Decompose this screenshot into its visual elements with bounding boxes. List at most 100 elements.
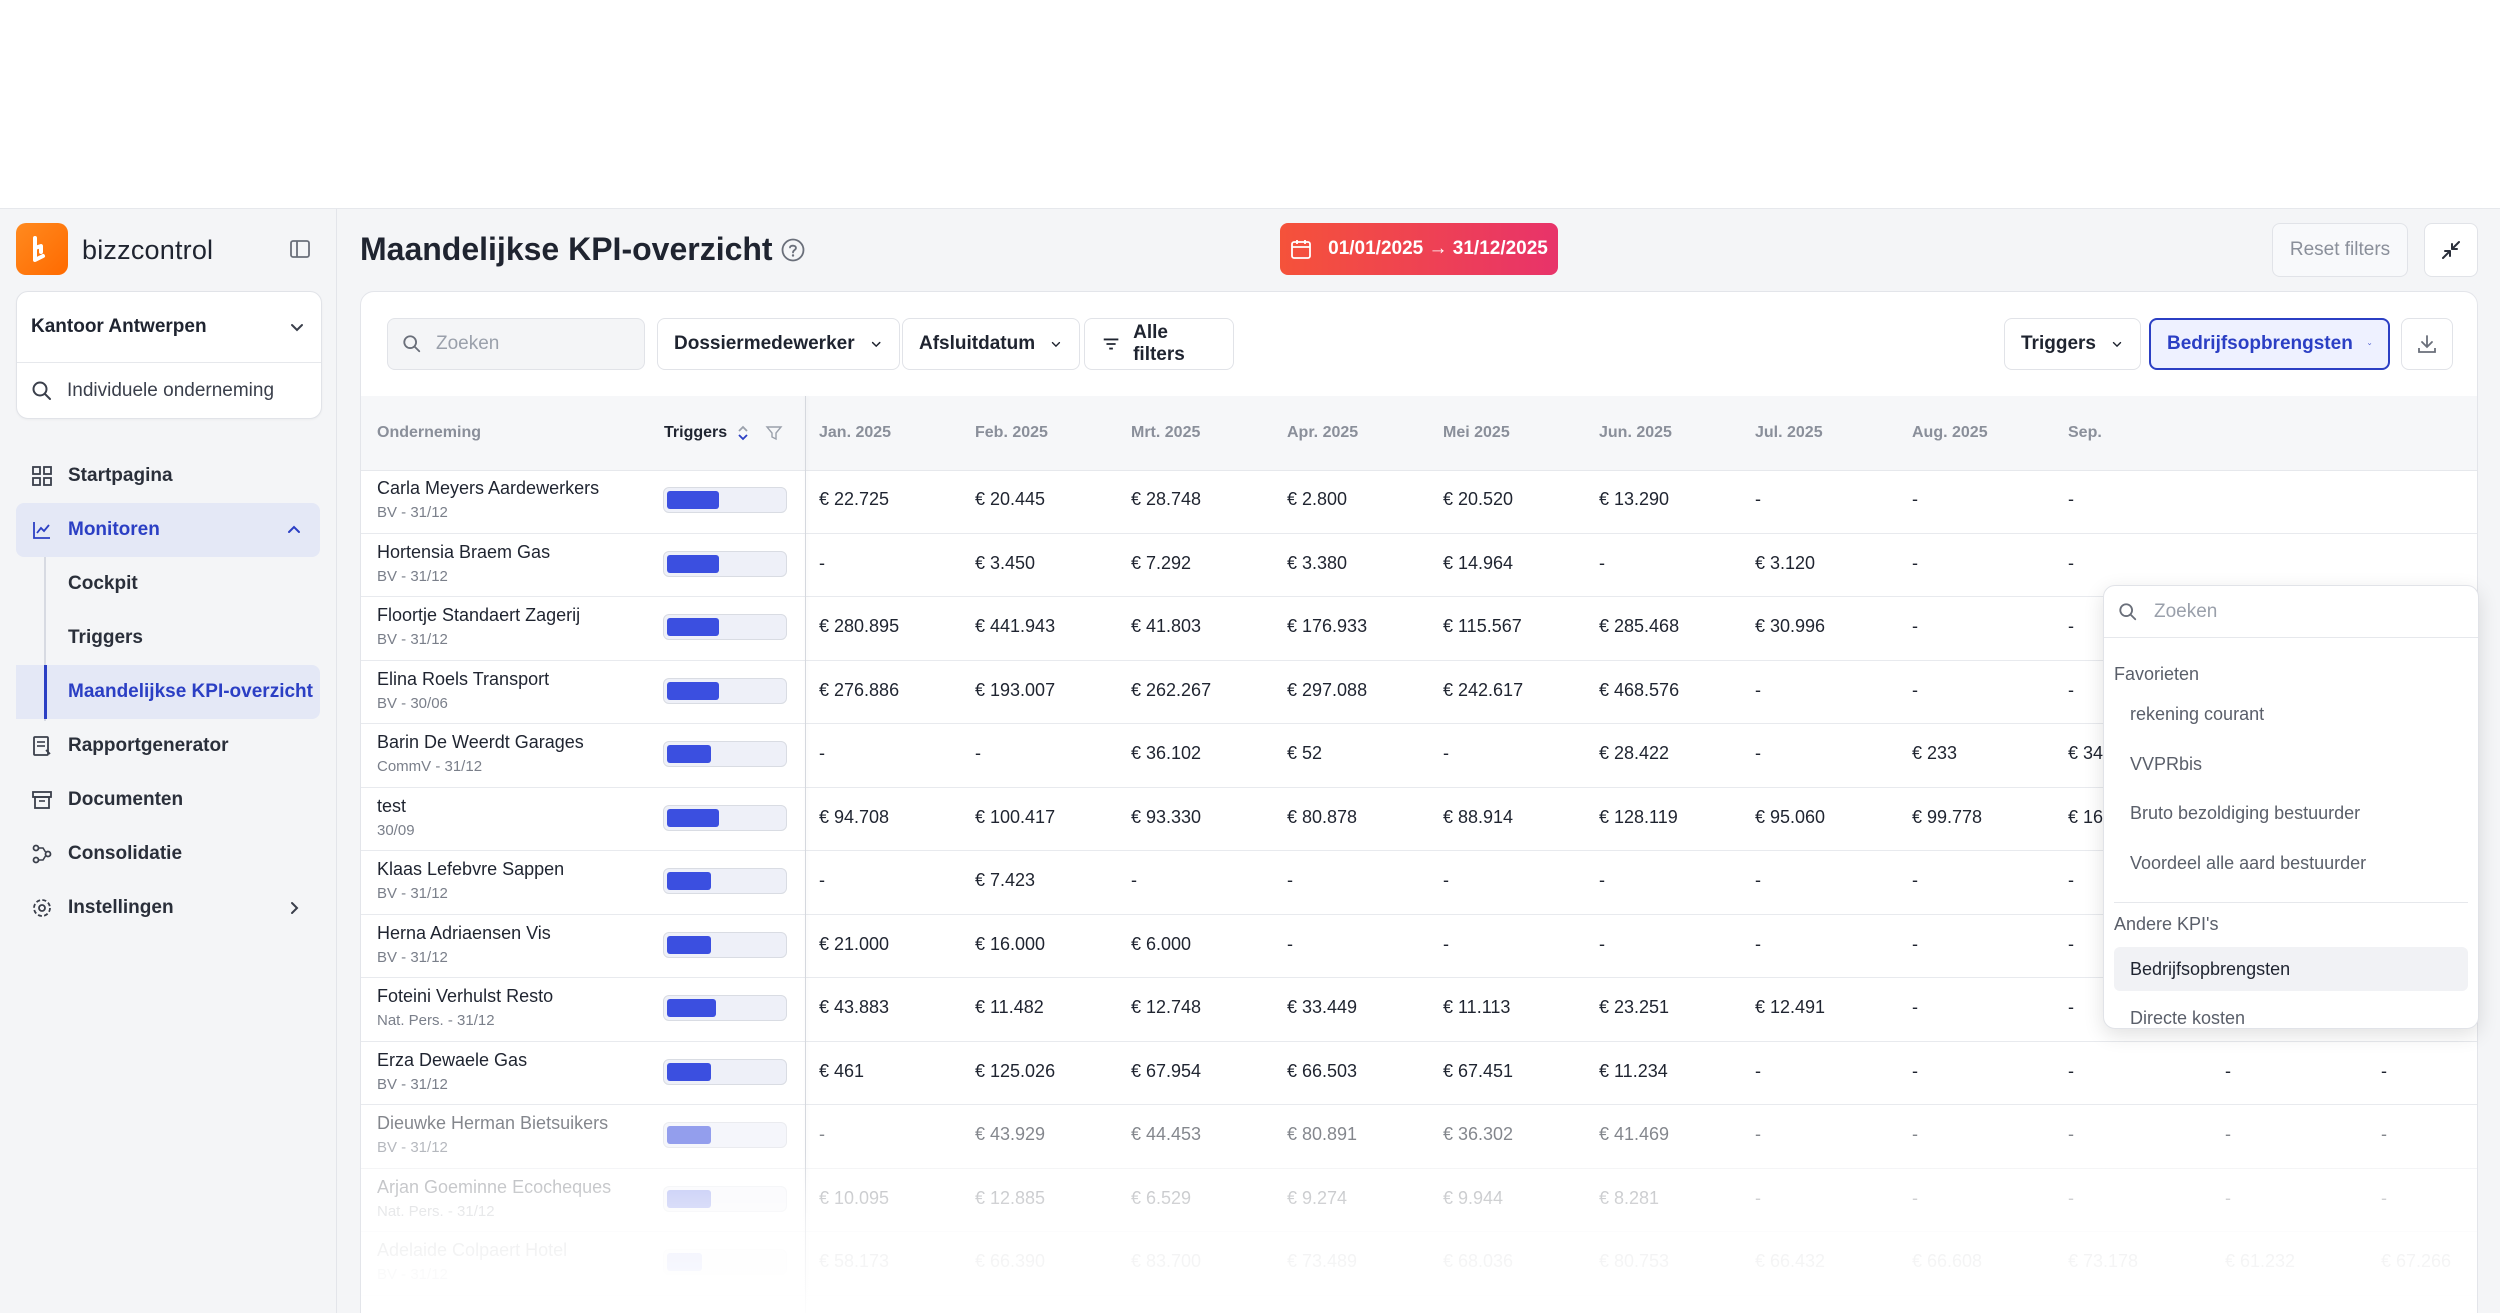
trigger-progress-bar[interactable] <box>663 677 787 704</box>
table-row[interactable]: Dieuwke Herman Bietsuikers BV - 31/12 - € 4… <box>361 1105 2477 1169</box>
column-header-month[interactable]: Jul. 2025 <box>1755 424 1823 441</box>
kpi-selector-dropdown[interactable]: Bedrijfsopbrengsten <box>2149 318 2390 370</box>
sidebar-collapse-icon[interactable] <box>288 237 312 261</box>
kpi-search[interactable] <box>2104 586 2478 638</box>
collapse-view-button[interactable] <box>2424 223 2478 277</box>
table-row[interactable]: Arjan Goeminne Ecocheques Nat. Pers. - 31… <box>361 1169 2477 1232</box>
nav-label: Instellingen <box>68 897 174 918</box>
nav-rapportgenerator[interactable]: Rapportgenerator <box>16 719 320 773</box>
company-name[interactable]: Barin De Weerdt Garages <box>377 732 584 752</box>
kpi-value-cell: - <box>1443 933 1449 954</box>
nav-startpagina[interactable]: Startpagina <box>16 449 320 503</box>
kpi-option[interactable]: Bruto bezoldiging bestuurder <box>2130 802 2361 823</box>
column-header-month[interactable]: Jun. 2025 <box>1599 424 1672 441</box>
company-name[interactable]: Foteini Verhulst Resto <box>377 986 554 1006</box>
company-name[interactable]: Arjan Goeminne Ecocheques <box>377 1176 612 1197</box>
all-filters-button[interactable]: Alle filters <box>1084 318 1234 370</box>
table-row[interactable]: Floortje Standaert Zagerij BV - 31/12 € 28… <box>361 597 2477 661</box>
kpi-option-selected[interactable]: Bedrijfsopbrengsten <box>2114 947 2468 991</box>
company-name[interactable]: Elina Roels Transport <box>377 668 550 689</box>
company-name[interactable]: test <box>377 795 407 816</box>
date-range-button[interactable]: 01/01/2025 → 31/12/2025 <box>1280 223 1558 275</box>
filter-afsluitdatum[interactable]: Afsluitdatum <box>902 318 1080 370</box>
kpi-value-cell: - <box>1912 933 1918 954</box>
company-name[interactable]: Erza Dewaele Gas <box>377 1049 528 1070</box>
subnav-cockpit[interactable]: Cockpit <box>68 573 138 594</box>
column-header-month[interactable]: Mrt. 2025 <box>1131 424 1201 441</box>
column-header-month[interactable]: Apr. 2025 <box>1287 424 1359 441</box>
company-name[interactable]: Carla Meyers Aardewerkers <box>377 478 600 498</box>
trigger-progress-bar[interactable] <box>663 614 787 640</box>
trigger-progress-bar[interactable] <box>663 1249 787 1275</box>
nav-instellingen[interactable]: Instellingen <box>16 881 320 935</box>
kpi-option[interactable]: rekening courant <box>2130 703 2265 724</box>
kpi-value-cell: € 11.482 <box>975 997 1044 1017</box>
table-row[interactable]: Elina Roels Transport BV - 30/06 € 276.886… <box>361 661 2477 724</box>
trigger-progress-bar[interactable] <box>663 868 787 894</box>
column-header-month[interactable]: Sep. <box>2068 424 2102 441</box>
table-row[interactable]: Erza Dewaele Gas BV - 31/12 € 461 € 125.026… <box>361 1042 2477 1105</box>
nav-label: Startpagina <box>68 465 173 486</box>
kpi-value-cell: - <box>1755 743 1761 763</box>
column-header-month[interactable]: Aug. 2025 <box>1912 424 1988 441</box>
trigger-progress-fill <box>667 491 719 509</box>
trigger-progress-bar[interactable] <box>663 1122 787 1148</box>
trigger-progress-bar[interactable] <box>663 550 787 577</box>
table-row[interactable]: Hortensia Braem Gas BV - 31/12 - € 3.450 € 7… <box>361 534 2477 597</box>
trigger-progress-bar[interactable] <box>663 741 787 767</box>
trigger-progress-bar[interactable] <box>663 804 787 831</box>
column-header-month[interactable]: Jan. 2025 <box>819 424 892 441</box>
table-search[interactable] <box>387 318 645 370</box>
column-header-triggers[interactable]: Triggers <box>664 396 751 470</box>
company-name[interactable]: Klaas Lefebvre Sappen <box>377 859 565 879</box>
kpi-search-input[interactable] <box>2152 599 2456 624</box>
reset-filters-button[interactable]: Reset filters <box>2272 223 2408 277</box>
chevron-down-icon <box>2112 341 2122 348</box>
column-filter-icon[interactable] <box>765 396 783 470</box>
kpi-value-cell: - <box>2068 997 2074 1017</box>
nav-consolidatie[interactable]: Consolidatie <box>16 827 320 881</box>
table-row[interactable]: Barin De Weerdt Garages CommV - 31/12 - - € … <box>361 724 2477 788</box>
kpi-value-cell: € 30.996 <box>1755 616 1826 636</box>
office-dropdown[interactable]: Kantoor Antwerpen <box>31 292 307 362</box>
table-row[interactable]: test 30/09 € 94.708 € 100.417 € 93.330 € 80.8… <box>361 788 2477 851</box>
gear-icon <box>30 896 54 920</box>
help-icon[interactable] <box>780 237 806 263</box>
trigger-progress-bar[interactable] <box>663 995 787 1021</box>
subnav-triggers[interactable]: Triggers <box>68 627 143 648</box>
kpi-option[interactable]: Voordeel alle aard bestuurder <box>2130 852 2367 873</box>
kpi-value-cell: € 297.088 <box>1287 679 1368 700</box>
trigger-progress-bar[interactable] <box>663 1058 787 1085</box>
company-name[interactable]: Hortensia Braem Gas <box>377 541 551 562</box>
nav-documenten[interactable]: Documenten <box>16 773 320 827</box>
kpi-value-cell: € 68.036 <box>1443 1251 1514 1271</box>
table-row[interactable]: Adelaide Colpaert Hotel BV - 31/12 € 58.17… <box>361 1232 2477 1296</box>
search-input[interactable] <box>434 332 628 356</box>
trigger-progress-bar[interactable] <box>663 487 787 513</box>
table-row[interactable]: Carla Meyers Aardewerkers BV - 31/12 € 22.… <box>361 470 2477 534</box>
company-name[interactable]: Dieuwke Herman Bietsuikers <box>377 1113 609 1133</box>
kpi-value-cell: - <box>2068 489 2074 509</box>
company-name[interactable]: Adelaide Colpaert Hotel <box>377 1240 568 1260</box>
kpi-option[interactable]: Directe kosten <box>2130 1007 2246 1028</box>
company-scope-search[interactable]: Individuele onderneming <box>31 364 274 418</box>
company-name[interactable]: Floortje Standaert Zagerij <box>377 605 581 625</box>
subnav-kpi-overzicht[interactable]: Maandelijkse KPI-overzicht <box>16 665 320 719</box>
trigger-progress-bar[interactable] <box>663 931 787 958</box>
sort-icon[interactable] <box>735 424 751 442</box>
nav-monitoren[interactable]: Monitoren <box>16 503 320 557</box>
download-button[interactable] <box>2401 318 2453 370</box>
column-header-company[interactable]: Onderneming <box>377 424 482 441</box>
filter-dossiermedewerker[interactable]: Dossiermedewerker <box>657 318 900 370</box>
kpi-value-cell: € 44.453 <box>1131 1124 1202 1144</box>
table-row[interactable]: Klaas Lefebvre Sappen BV - 31/12 - € 7.423 -… <box>361 851 2477 915</box>
column-header-month[interactable]: Feb. 2025 <box>975 424 1048 441</box>
trigger-progress-bar[interactable] <box>663 1185 787 1212</box>
table-row[interactable]: Foteini Verhulst Resto Nat. Pers. - 31/12… <box>361 978 2477 1042</box>
kpi-value-cell: € 21.000 <box>819 933 890 954</box>
triggers-dropdown[interactable]: Triggers <box>2004 318 2141 370</box>
kpi-option[interactable]: VVPRbis <box>2130 753 2203 774</box>
company-name[interactable]: Herna Adriaensen Vis <box>377 922 551 943</box>
chevron-down-icon <box>291 324 303 332</box>
column-header-month[interactable]: Mei 2025 <box>1443 424 1510 441</box>
